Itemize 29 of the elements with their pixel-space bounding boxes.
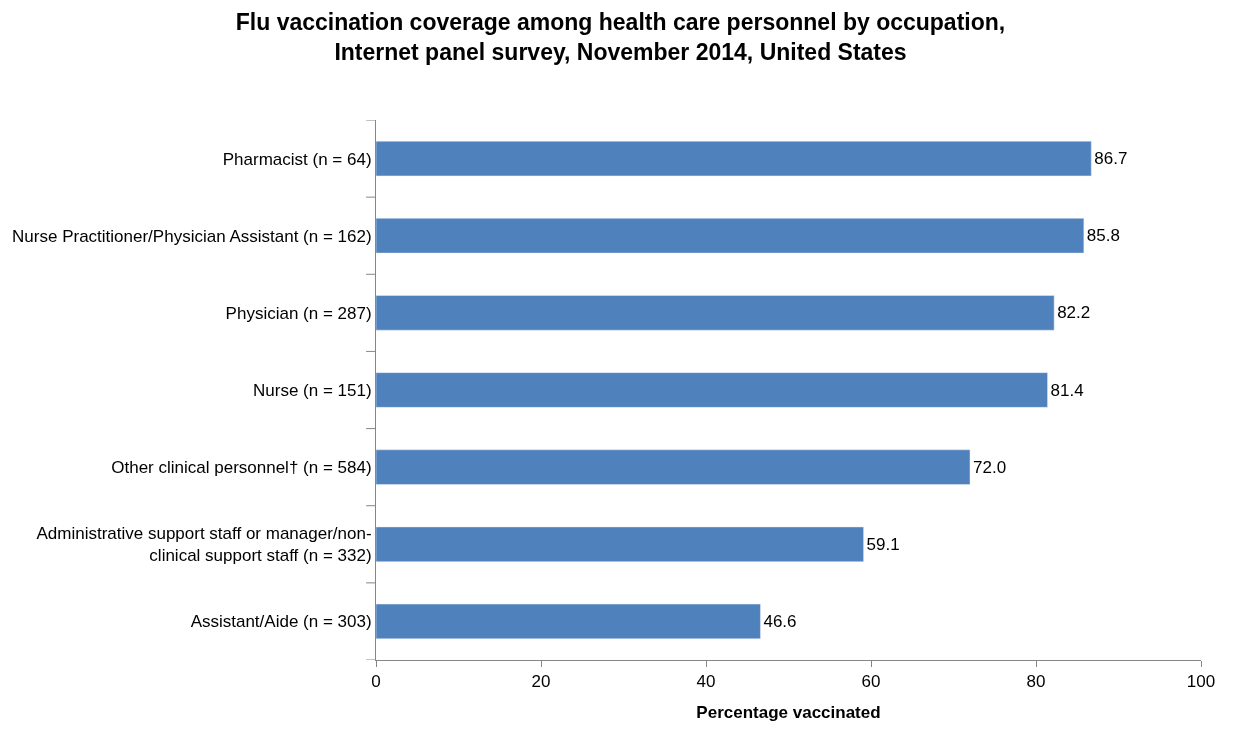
y-tick-label: Administrative support staff or manager/non- clinical support staff (n = 332) bbox=[36, 524, 372, 566]
y-tick-label: Nurse Practitioner/Physician Assistant (n = 162) bbox=[12, 226, 372, 246]
data-label: 86.7 bbox=[1094, 149, 1128, 169]
bar bbox=[376, 140, 1092, 177]
bar bbox=[376, 372, 1048, 408]
x-tick-label: 0 bbox=[371, 672, 381, 692]
data-label: 85.8 bbox=[1086, 226, 1120, 246]
data-label: 81.4 bbox=[1050, 380, 1084, 400]
x-tick-label: 40 bbox=[696, 672, 716, 692]
bar bbox=[376, 603, 761, 640]
bar bbox=[376, 449, 971, 485]
x-axis-title: Percentage vaccinated bbox=[696, 702, 881, 722]
bar bbox=[376, 526, 864, 562]
data-label: 59.1 bbox=[866, 534, 900, 554]
chart-title: Flu vaccination coverage among health care personnel by occupation, Internet panel survey, November 2014, United States bbox=[235, 8, 1006, 65]
bar bbox=[376, 295, 1055, 331]
x-tick-label: 100 bbox=[1186, 672, 1216, 692]
y-tick-label: Physician (n = 287) bbox=[225, 303, 372, 323]
y-tick-label: Pharmacist (n = 64) bbox=[222, 149, 372, 169]
data-label: 46.6 bbox=[763, 611, 797, 631]
y-tick-label: Assistant/Aide (n = 303) bbox=[190, 612, 372, 632]
data-label: 72.0 bbox=[973, 457, 1007, 477]
bar bbox=[376, 218, 1085, 254]
x-tick-label: 80 bbox=[1026, 672, 1046, 692]
data-label: 82.2 bbox=[1057, 303, 1091, 323]
x-tick-label: 60 bbox=[861, 672, 881, 692]
x-tick-label: 20 bbox=[531, 672, 551, 692]
y-tick-label: Other clinical personnel† (n = 584) bbox=[111, 458, 372, 478]
y-tick-label: Nurse (n = 151) bbox=[253, 380, 372, 400]
